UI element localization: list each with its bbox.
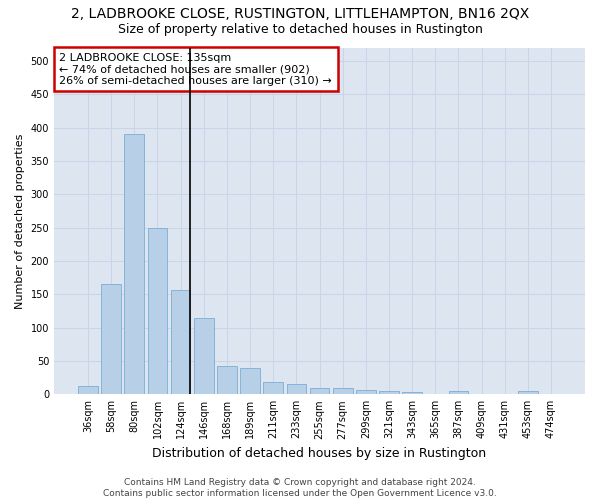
Bar <box>148 228 167 394</box>
Bar <box>171 290 190 395</box>
Y-axis label: Number of detached properties: Number of detached properties <box>15 133 25 308</box>
Bar <box>402 392 422 394</box>
Text: 2 LADBROOKE CLOSE: 135sqm
← 74% of detached houses are smaller (902)
26% of semi: 2 LADBROOKE CLOSE: 135sqm ← 74% of detac… <box>59 52 332 86</box>
Bar <box>78 386 98 394</box>
X-axis label: Distribution of detached houses by size in Rustington: Distribution of detached houses by size … <box>152 447 487 460</box>
Bar <box>124 134 144 394</box>
Bar <box>217 366 237 394</box>
Bar <box>356 390 376 394</box>
Bar <box>449 391 468 394</box>
Bar <box>263 382 283 394</box>
Text: Size of property relative to detached houses in Rustington: Size of property relative to detached ho… <box>118 22 482 36</box>
Bar <box>287 384 306 394</box>
Bar <box>379 391 399 394</box>
Text: 2, LADBROOKE CLOSE, RUSTINGTON, LITTLEHAMPTON, BN16 2QX: 2, LADBROOKE CLOSE, RUSTINGTON, LITTLEHA… <box>71 8 529 22</box>
Bar <box>240 368 260 394</box>
Bar <box>333 388 353 394</box>
Bar <box>518 391 538 394</box>
Bar <box>101 284 121 395</box>
Bar <box>194 318 214 394</box>
Bar <box>310 388 329 394</box>
Text: Contains HM Land Registry data © Crown copyright and database right 2024.
Contai: Contains HM Land Registry data © Crown c… <box>103 478 497 498</box>
